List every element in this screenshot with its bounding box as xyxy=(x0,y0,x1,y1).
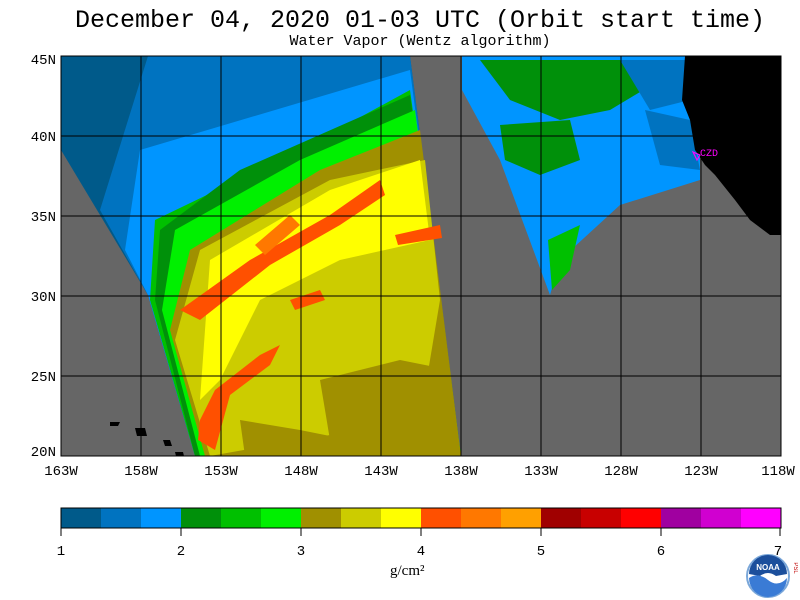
map-subtitle: Water Vapor (Wentz algorithm) xyxy=(289,33,551,50)
colorbar-units: g/cm² xyxy=(390,563,425,579)
lat-label: 40N xyxy=(31,130,56,146)
colorbar-swatch xyxy=(341,508,382,528)
lon-label: 158W xyxy=(124,464,158,480)
colorbar-swatch xyxy=(501,508,542,528)
lon-label: 133W xyxy=(524,464,558,480)
colorbar-swatch xyxy=(461,508,502,528)
colorbar-swatch xyxy=(181,508,222,528)
lon-label: 143W xyxy=(364,464,398,480)
colorbar-swatch xyxy=(381,508,422,528)
colorbar-tick-label: 2 xyxy=(177,544,185,560)
colorbar-swatch xyxy=(621,508,662,528)
colorbar-tick-label: 6 xyxy=(657,544,665,560)
colorbar-swatch xyxy=(741,508,782,528)
lon-label: 118W xyxy=(761,464,795,480)
colorbar-tick-label: 7 xyxy=(774,544,782,560)
lon-label: 128W xyxy=(604,464,638,480)
station-czd xyxy=(691,150,701,162)
noaa-logo-icon: NOAA PSL xyxy=(746,554,798,598)
logo-side-text: PSL xyxy=(792,562,798,574)
colorbar-swatch xyxy=(301,508,342,528)
colorbar-tick-label: 5 xyxy=(537,544,545,560)
lon-label: 153W xyxy=(204,464,238,480)
colorbar-swatch xyxy=(101,508,142,528)
grid-lines xyxy=(61,56,781,456)
lat-label: 30N xyxy=(31,290,56,306)
logo-text: NOAA xyxy=(756,563,780,572)
colorbar-tick-label: 1 xyxy=(57,544,65,560)
west-satellite-swath xyxy=(61,56,461,456)
colorbar-swatch xyxy=(261,508,302,528)
map-title: December 04, 2020 01-03 UTC (Orbit start… xyxy=(74,6,766,35)
colorbar-ticks: 1 2 3 4 5 6 7 xyxy=(57,528,782,560)
colorbar-tick-label: 4 xyxy=(417,544,425,560)
latitude-axis: 45N 40N 35N 30N 25N 20N xyxy=(31,53,56,461)
colorbar-swatch xyxy=(701,508,742,528)
station-label: CZD xyxy=(700,149,718,160)
colorbar-swatch xyxy=(581,508,622,528)
lon-label: 148W xyxy=(284,464,318,480)
colorbar xyxy=(61,508,782,528)
lat-label: 45N xyxy=(31,53,56,69)
lon-label: 123W xyxy=(684,464,718,480)
colorbar-swatch xyxy=(541,508,582,528)
lat-label: 25N xyxy=(31,370,56,386)
land-mass xyxy=(110,56,781,456)
east-satellite-swath xyxy=(462,56,700,295)
colorbar-swatch xyxy=(221,508,262,528)
colorbar-swatch xyxy=(661,508,702,528)
lat-label: 35N xyxy=(31,210,56,226)
colorbar-swatch xyxy=(61,508,102,528)
lon-label: 163W xyxy=(44,464,78,480)
colorbar-swatch xyxy=(421,508,462,528)
map-frame xyxy=(60,55,782,457)
colorbar-tick-label: 3 xyxy=(297,544,305,560)
lon-label: 138W xyxy=(444,464,478,480)
colorbar-swatch xyxy=(141,508,182,528)
longitude-axis: 163W 158W 153W 148W 143W 138W 133W 128W … xyxy=(44,464,795,480)
lat-label: 20N xyxy=(31,445,56,461)
